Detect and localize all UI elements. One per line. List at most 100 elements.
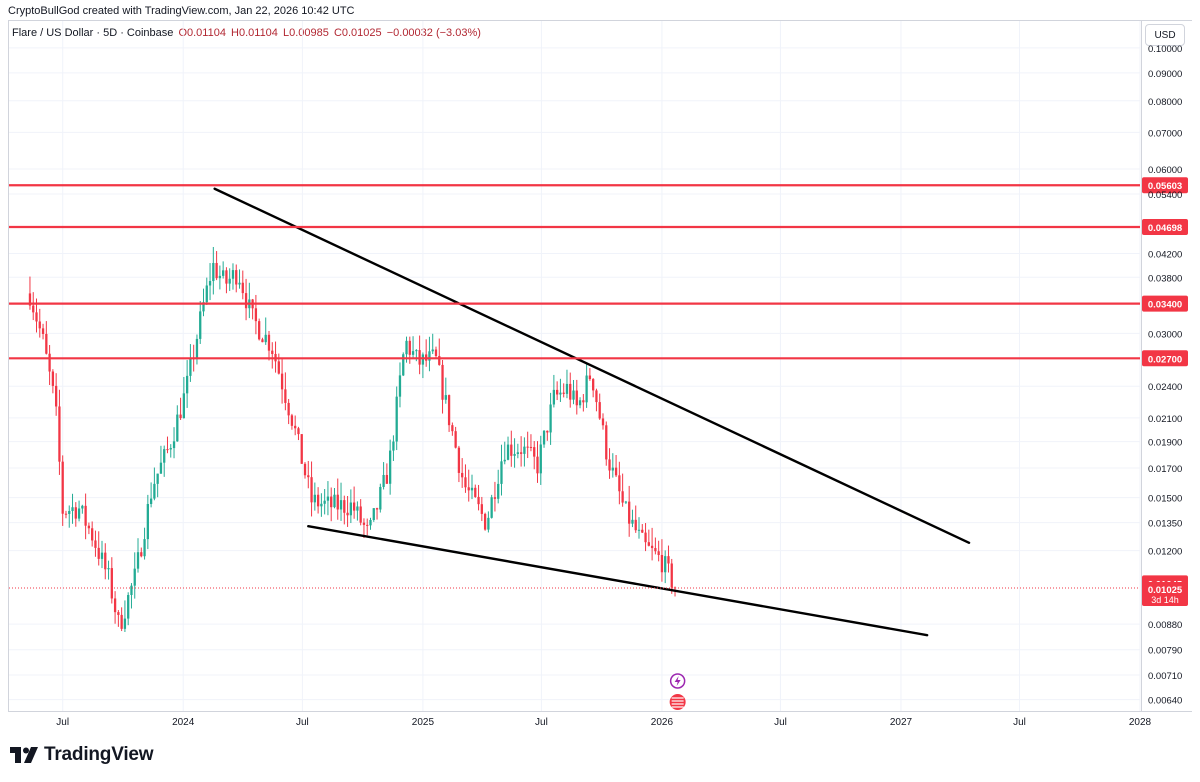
candle [670,563,673,588]
candle [169,448,172,450]
candle [441,364,444,400]
x-tick-label: Jul [1013,717,1026,728]
candle [110,568,113,599]
footer-brand: TradingView [44,744,154,765]
candle [519,452,523,454]
candle [254,308,258,322]
tradingview-logo[interactable]: TradingView [10,744,154,766]
candle [444,395,447,400]
descending-resistance-trendline[interactable] [213,187,971,545]
price-axis[interactable] [1141,20,1192,712]
candle [127,594,130,619]
candle [585,375,588,403]
candle [87,525,91,529]
candle [578,400,582,406]
candle [631,519,634,524]
candle [339,500,343,510]
candle [490,497,493,518]
candle [660,555,664,573]
candle [385,474,389,484]
descending-support-trendline[interactable] [307,524,929,637]
candle [624,501,628,503]
candle [464,477,467,488]
candle [215,262,218,279]
candle [654,548,657,552]
candle [346,512,349,516]
y-tick-label: 0.09000 [1148,69,1182,80]
candle [392,441,395,451]
y-tick-label: 0.00710 [1148,671,1182,682]
level-price-label: 0.05603 [1148,181,1182,192]
candle [539,444,542,474]
candle [74,507,77,519]
candle [523,446,526,454]
candle [592,379,595,391]
candle [549,404,552,433]
candle [546,430,549,433]
candle [644,532,647,543]
lightning-glyph [674,676,681,686]
level-price-tag [1142,177,1188,194]
candle [451,425,454,432]
candle [71,507,74,511]
candle [271,350,274,354]
candle [117,612,120,615]
tradingview-logo-icon [10,747,38,763]
candle [287,402,290,416]
candle [513,453,516,456]
candle [300,434,303,464]
candle [333,494,336,508]
candle [297,428,300,435]
candle [51,371,55,386]
chart-pane[interactable] [8,20,1141,712]
candle [149,498,153,504]
candle [634,519,637,531]
candle [326,496,330,501]
candle [218,275,222,279]
attribution: CryptoBullGod created with TradingView.c… [8,5,355,17]
candle [664,556,667,573]
candle [267,334,271,351]
candle [382,474,385,487]
last-price-tag [1142,581,1188,606]
candle [136,552,140,569]
candle [32,305,35,313]
candle [159,462,163,474]
level-price-label: 0.03400 [1148,300,1182,311]
candle [199,311,202,339]
symbol-info[interactable]: Flare / US Dollar · 5D · Coinbase [12,27,174,39]
y-tick-label: 0.01900 [1148,438,1182,449]
candle [618,475,621,492]
candle [598,402,601,419]
y-tick-label: 0.06000 [1148,165,1182,176]
candle [330,496,333,508]
y-tick-label: 0.03000 [1148,329,1182,340]
change-value: −0.00032 (−3.03%) [386,27,481,39]
symbol-legend: Flare / US Dollar · 5D · Coinbase O0.011… [12,27,483,39]
candle [208,281,212,286]
currency-button[interactable]: USD [1145,24,1185,46]
candle [323,500,326,504]
candle [104,552,107,570]
candle [133,568,136,586]
candle [68,510,71,514]
candle [614,467,618,476]
candle [244,293,248,309]
candle [398,375,402,397]
candle [582,400,585,403]
candle [94,540,97,548]
candle [77,508,81,519]
candle [389,450,392,484]
candle [372,508,375,520]
candle [431,349,434,352]
candle [493,497,497,499]
y-tick-label: 0.02100 [1148,414,1182,425]
candle [222,270,225,276]
candle [97,547,100,559]
candle [179,414,182,419]
candle [258,321,261,340]
candle [628,501,631,524]
y-tick-label: 0.01350 [1148,519,1182,530]
candle [113,598,117,613]
